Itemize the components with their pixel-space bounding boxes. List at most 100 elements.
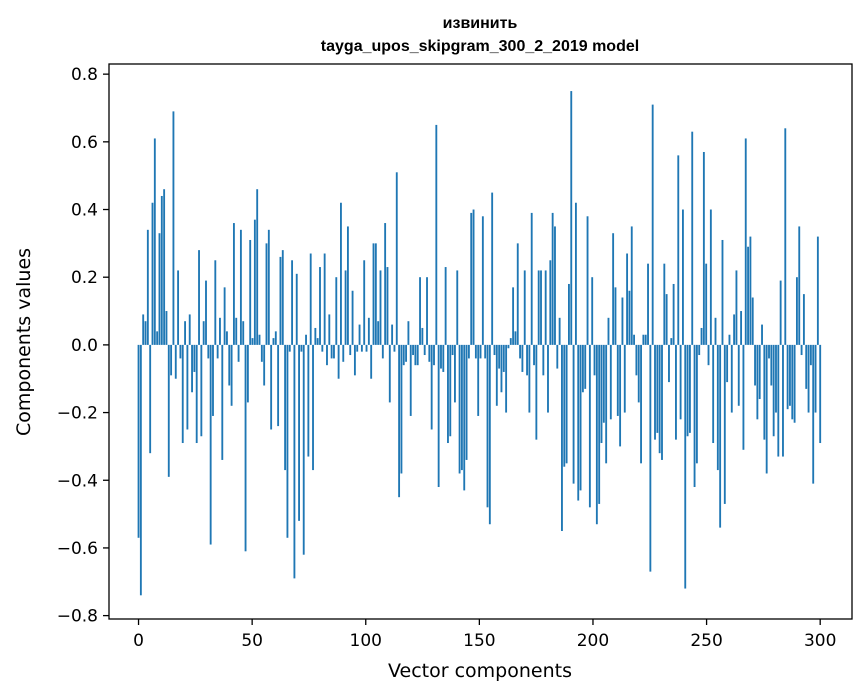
- bar-186: [570, 91, 573, 345]
- bar-128: [435, 124, 438, 345]
- bars-group: [137, 91, 822, 596]
- bar-253: [726, 344, 729, 383]
- bar-64: [286, 344, 289, 538]
- bar-235: [684, 344, 687, 589]
- bar-103: [377, 321, 380, 345]
- bar-227: [665, 294, 668, 345]
- bar-94: [356, 344, 359, 352]
- bar-179: [554, 226, 556, 345]
- bar-77: [316, 338, 319, 345]
- x-tick-label-100: 100: [350, 631, 382, 651]
- bar-130: [440, 344, 442, 369]
- bar-76: [314, 327, 317, 345]
- bar-155: [498, 344, 501, 369]
- bar-89: [344, 270, 347, 345]
- bar-242: [700, 327, 703, 345]
- bar-272: [770, 344, 773, 386]
- bar-123: [423, 344, 426, 356]
- bar-61: [279, 256, 282, 345]
- bar-287: [805, 344, 808, 389]
- bar-268: [761, 324, 763, 345]
- bar-246: [709, 209, 712, 345]
- bar-164: [519, 344, 522, 359]
- bar-210: [626, 253, 629, 345]
- bar-256: [733, 314, 736, 345]
- bar-68: [295, 273, 298, 345]
- bar-28: [202, 321, 205, 345]
- bar-283: [795, 277, 798, 345]
- bar-23: [191, 344, 193, 393]
- bar-21: [186, 344, 189, 430]
- bar-34: [216, 344, 219, 359]
- bar-142: [467, 344, 470, 359]
- bar-145: [474, 344, 477, 359]
- bar-260: [742, 344, 745, 450]
- y-tick-label-2: 0.4: [71, 201, 98, 221]
- bar-121: [419, 277, 421, 345]
- bar-38: [226, 331, 228, 345]
- bar-279: [786, 344, 789, 410]
- bar-113: [400, 344, 403, 474]
- bar-51: [256, 189, 259, 345]
- bar-85: [335, 277, 338, 345]
- y-tick-label-0: 0.8: [71, 65, 98, 85]
- bar-72: [305, 334, 307, 345]
- bar-81: [326, 344, 328, 366]
- bar-166: [523, 270, 526, 345]
- bar-138: [458, 344, 461, 474]
- bar-167: [526, 344, 528, 376]
- bar-67: [293, 344, 296, 579]
- bar-173: [540, 270, 542, 345]
- bar-174: [542, 344, 545, 376]
- bar-48: [249, 239, 252, 345]
- bar-177: [549, 260, 552, 345]
- bar-7: [153, 138, 156, 345]
- bar-169: [530, 212, 533, 345]
- bar-75: [312, 344, 314, 471]
- bar-216: [640, 344, 642, 464]
- bar-230: [672, 283, 675, 345]
- bar-65: [288, 344, 291, 352]
- bar-10: [160, 195, 163, 345]
- bar-42: [235, 317, 238, 345]
- bar-87: [340, 202, 342, 345]
- bar-114: [402, 344, 405, 366]
- bar-292: [816, 236, 819, 345]
- bar-203: [609, 344, 612, 420]
- bar-240: [695, 344, 698, 464]
- bar-27: [200, 344, 203, 437]
- bar-19: [181, 344, 184, 444]
- bar-119: [414, 344, 417, 366]
- bar-32: [212, 344, 214, 416]
- bar-110: [393, 344, 396, 352]
- bar-238: [691, 131, 694, 345]
- bar-147: [479, 344, 482, 359]
- bar-226: [663, 263, 666, 345]
- bar-40: [230, 344, 233, 406]
- bar-6: [151, 202, 154, 345]
- bar-84: [333, 344, 335, 359]
- bar-45: [242, 321, 245, 345]
- x-tick-label-300: 300: [804, 631, 836, 651]
- y-axis-ticks: 0.8 0.6 0.4 0.2 0.0 −0.2 −0.4 −0.6 −0.8: [57, 65, 109, 627]
- bar-86: [337, 344, 340, 379]
- bar-225: [661, 344, 663, 460]
- bar-88: [342, 344, 345, 362]
- bar-228: [668, 344, 670, 383]
- bar-269: [763, 344, 766, 440]
- bar-5: [149, 344, 152, 454]
- bar-8: [156, 331, 159, 345]
- bar-22: [188, 314, 191, 345]
- bar-30: [207, 344, 210, 359]
- bar-153: [493, 344, 496, 356]
- bar-184: [565, 344, 568, 464]
- bar-231: [675, 344, 677, 440]
- bar-245: [707, 344, 710, 366]
- bar-107: [386, 267, 389, 345]
- bar-188: [574, 202, 577, 345]
- bar-241: [698, 344, 701, 356]
- y-tick-label-8: −0.8: [57, 607, 98, 627]
- bar-55: [265, 243, 268, 345]
- x-tick-label-50: 50: [241, 631, 263, 651]
